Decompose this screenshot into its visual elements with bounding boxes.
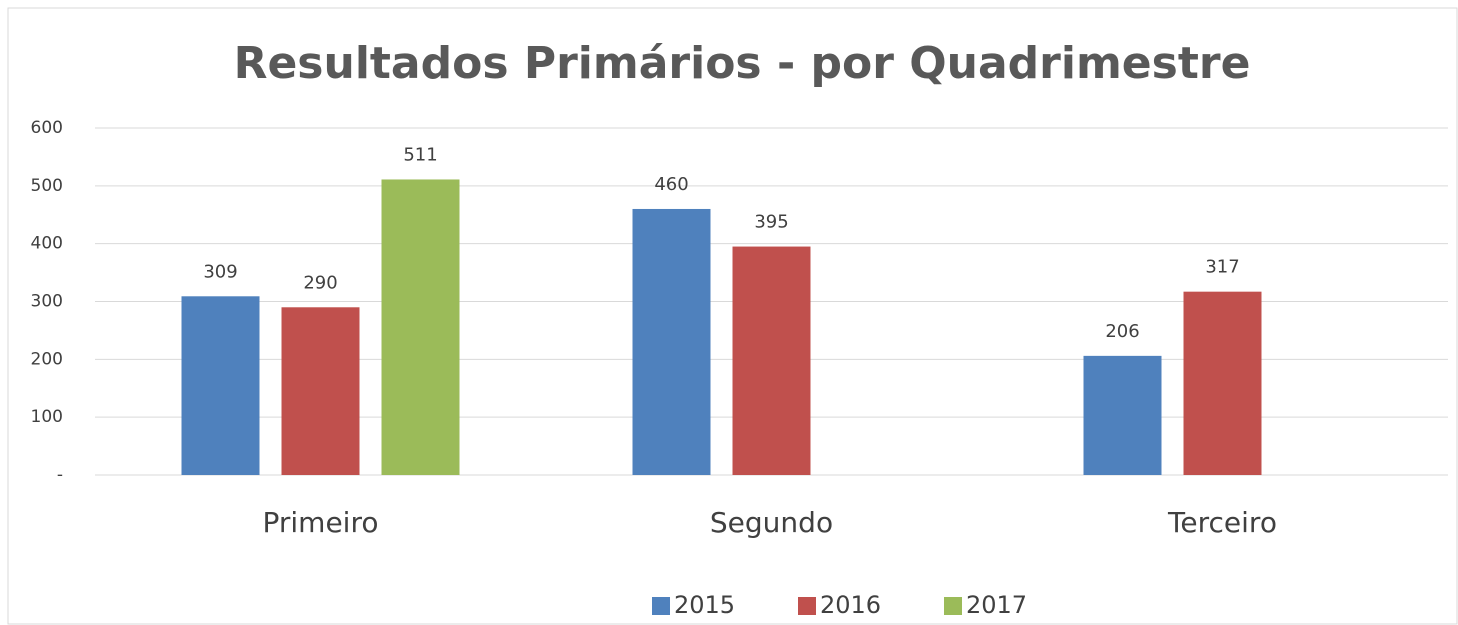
legend-swatch	[652, 597, 670, 615]
bar	[381, 179, 460, 475]
chart-title: Resultados Primários - por Quadrimestre	[234, 38, 1251, 89]
y-tick-label: 400	[31, 234, 63, 254]
bar	[1183, 291, 1262, 475]
legend-label: 2017	[966, 591, 1027, 619]
legend-label: 2015	[674, 591, 735, 619]
x-tick-label: Terceiro	[1167, 506, 1277, 539]
y-tick-label: 600	[31, 118, 63, 138]
x-tick-label: Segundo	[710, 506, 833, 539]
value-label: 460	[654, 174, 688, 195]
bar	[281, 307, 360, 475]
legend-swatch	[944, 597, 962, 615]
y-tick-label: -	[57, 465, 63, 485]
bar	[181, 296, 260, 475]
value-label: 309	[203, 261, 237, 282]
value-label: 317	[1205, 257, 1239, 278]
value-label: 206	[1105, 321, 1139, 342]
bar	[732, 246, 811, 475]
y-tick-label: 100	[31, 407, 63, 427]
bar	[632, 208, 711, 475]
bar	[1083, 355, 1162, 475]
legend-label: 2016	[820, 591, 881, 619]
y-tick-label: 500	[31, 176, 63, 196]
legend-swatch	[798, 597, 816, 615]
y-tick-label: 300	[31, 292, 63, 312]
value-label: 290	[303, 272, 337, 293]
x-tick-label: Primeiro	[263, 506, 379, 539]
value-label: 395	[754, 212, 788, 233]
y-tick-label: 200	[31, 349, 63, 369]
value-label: 511	[403, 144, 437, 165]
